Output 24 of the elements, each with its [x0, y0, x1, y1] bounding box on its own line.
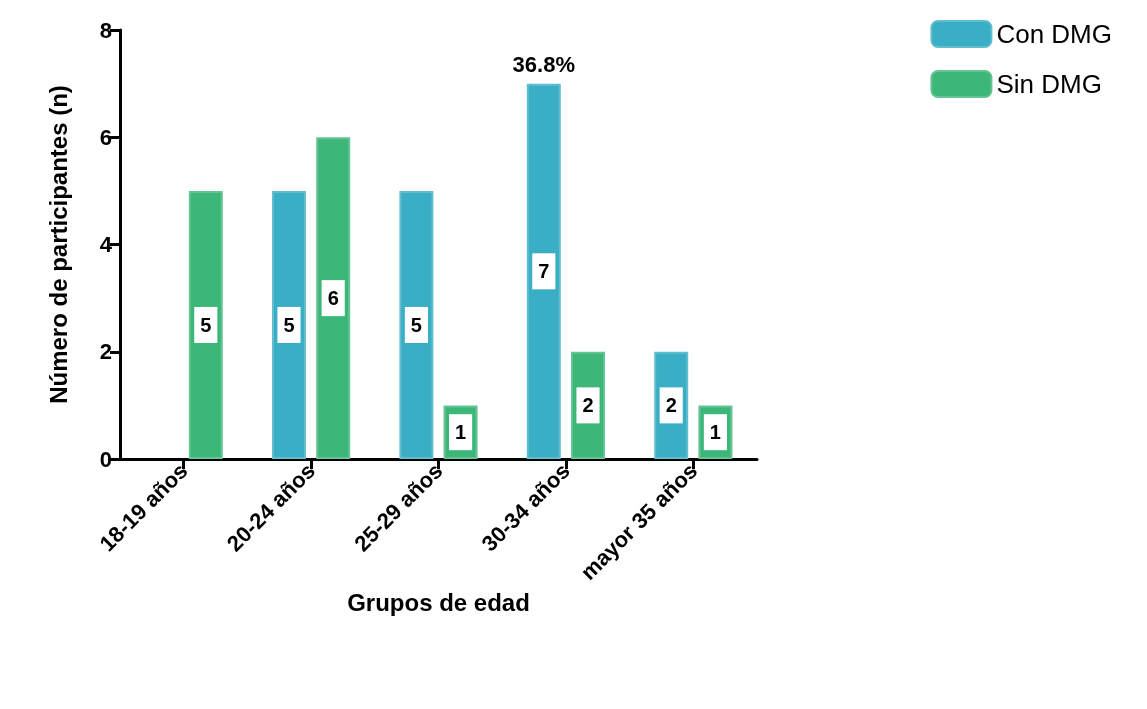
legend-label: Con DMG: [996, 19, 1112, 49]
data-label: 1: [455, 421, 467, 444]
bar: [399, 190, 434, 459]
data-label: 5: [200, 313, 212, 336]
data-label: 6: [327, 287, 339, 310]
y-tick-label: 0: [99, 446, 112, 472]
data-label: 2: [582, 394, 594, 417]
legend-label: Sin DMG: [996, 69, 1102, 99]
bar: [526, 83, 561, 459]
x-axis-title: Grupos de edad: [347, 589, 530, 617]
bar: [272, 190, 306, 459]
data-label: 1: [709, 421, 721, 444]
y-axis-title: Número de participantes (n): [44, 85, 72, 404]
y-tick-label: 8: [99, 17, 112, 43]
data-label: 7: [538, 260, 550, 283]
y-tick-label: 4: [99, 232, 113, 257]
annotation: 36.8%: [512, 52, 575, 78]
data-label: 5: [283, 313, 295, 336]
data-label: 5: [410, 313, 422, 336]
data-label: 2: [665, 394, 677, 417]
bar: [188, 190, 223, 459]
bar: [316, 137, 351, 459]
y-tick-label: 2: [99, 339, 112, 365]
y-tick-label: 6: [99, 124, 112, 150]
